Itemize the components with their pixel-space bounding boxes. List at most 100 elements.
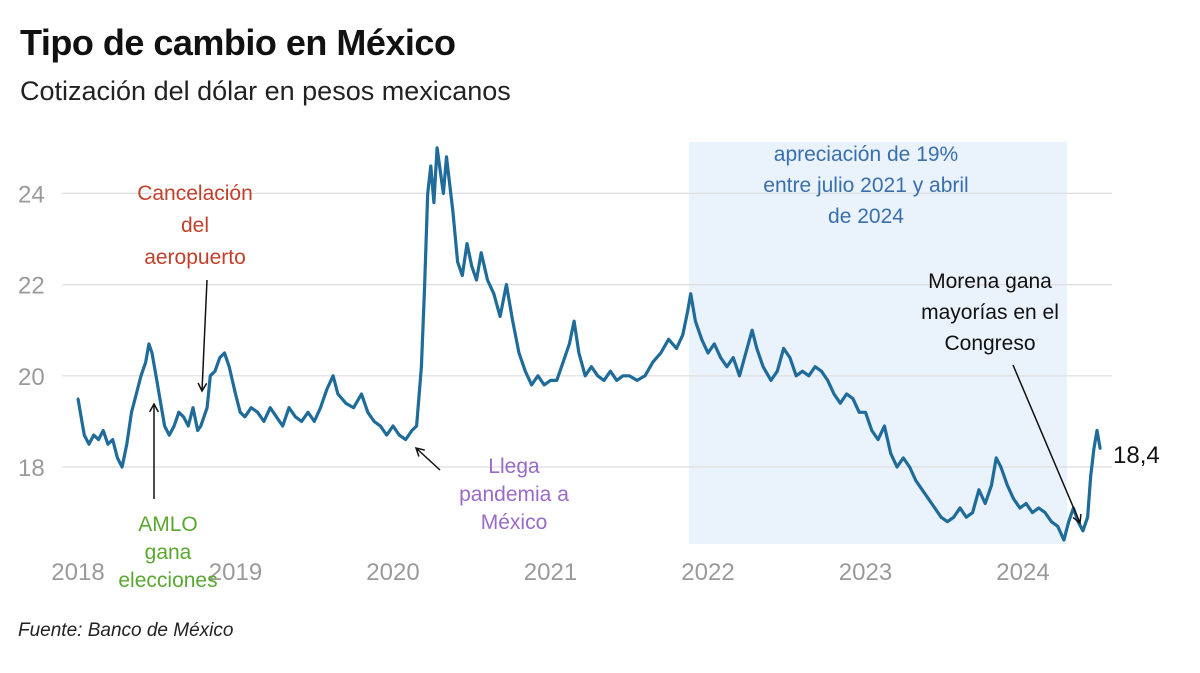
- data-point: [426, 192, 429, 195]
- annotation-pointer: [415, 447, 441, 471]
- data-point: [79, 415, 83, 418]
- data-point: [465, 242, 469, 245]
- series-line: [76, 146, 1102, 542]
- data-point: [155, 379, 158, 382]
- data-point: [1095, 429, 1099, 432]
- data-point: [681, 333, 684, 336]
- data-point: [826, 379, 829, 382]
- data-point: [218, 356, 221, 359]
- data-point: [769, 379, 773, 382]
- data-point: [807, 374, 810, 377]
- annotation-text: AMLO gana elecciones: [118, 513, 217, 592]
- data-point: [965, 516, 968, 519]
- data-point: [492, 292, 495, 295]
- data-point: [543, 383, 546, 387]
- data-point: [958, 506, 962, 510]
- data-point: [480, 251, 483, 254]
- chart-title: Tipo de cambio en México: [20, 22, 456, 63]
- x-tick-label: 2022: [681, 559, 734, 586]
- data-point: [1050, 520, 1053, 523]
- data-point: [319, 406, 322, 409]
- series-layer: [76, 146, 1102, 542]
- data-point: [555, 379, 558, 382]
- data-point: [549, 379, 552, 382]
- data-point: [782, 347, 785, 350]
- data-point: [511, 319, 514, 323]
- data-point: [410, 429, 414, 432]
- data-point: [788, 356, 792, 359]
- x-tick-label: 2021: [524, 559, 577, 586]
- data-point: [432, 201, 436, 204]
- data-point: [239, 411, 242, 414]
- data-point: [832, 392, 836, 396]
- data-point: [144, 360, 147, 364]
- annotation-text: Cancelación del aeropuerto: [137, 182, 253, 269]
- data-point: [300, 420, 303, 423]
- data-point: [990, 484, 993, 487]
- annotation-pointer: [201, 279, 208, 392]
- data-point: [158, 397, 162, 400]
- data-point: [1012, 497, 1015, 501]
- y-tick-label: 22: [18, 273, 45, 300]
- data-point: [1081, 529, 1085, 532]
- data-point: [234, 392, 237, 396]
- data-point: [352, 406, 355, 409]
- data-point: [106, 443, 110, 446]
- data-point: [984, 502, 987, 505]
- data-point: [845, 392, 848, 396]
- x-tick-label: 2023: [839, 559, 892, 586]
- data-point: [725, 365, 729, 368]
- data-point: [1024, 502, 1028, 505]
- data-point: [667, 338, 670, 341]
- data-point: [445, 155, 448, 159]
- data-point: [628, 374, 631, 377]
- data-point: [596, 374, 599, 377]
- data-point: [420, 365, 423, 368]
- data-point: [713, 342, 716, 346]
- data-point: [228, 365, 231, 368]
- data-point: [914, 479, 918, 482]
- data-point: [889, 452, 892, 455]
- data-point: [643, 374, 647, 377]
- data-point: [946, 520, 949, 523]
- data-point: [385, 433, 388, 437]
- annotation-text: apreciación de 19% entre julio 2021 y abr…: [763, 143, 968, 228]
- data-point: [139, 374, 143, 377]
- annotations-layer: Cancelación del aeropuerto AMLO gana eleccion…: [118, 143, 1082, 592]
- data-point: [706, 351, 710, 355]
- data-point: [517, 351, 521, 355]
- data-point: [344, 402, 347, 405]
- data-point: [995, 456, 998, 460]
- data-point: [168, 433, 171, 437]
- data-point: [719, 356, 722, 359]
- data-point: [498, 315, 502, 318]
- y-tick-label: 20: [18, 364, 45, 391]
- annotation-pointer: [1012, 364, 1081, 524]
- data-point: [572, 319, 576, 323]
- data-point: [182, 415, 185, 418]
- data-point: [391, 424, 395, 428]
- y-tick-label: 24: [18, 181, 45, 208]
- data-point: [262, 420, 266, 423]
- data-point: [1006, 484, 1009, 487]
- data-point: [223, 351, 226, 355]
- data-point: [366, 411, 369, 414]
- data-point: [172, 424, 176, 428]
- data-point: [442, 192, 445, 195]
- data-point: [243, 415, 247, 418]
- data-point: [615, 379, 618, 382]
- data-point: [439, 169, 442, 172]
- data-point: [199, 424, 202, 428]
- data-point: [294, 415, 297, 418]
- data-point: [1037, 506, 1040, 510]
- data-point: [250, 406, 253, 409]
- data-point: [744, 351, 747, 355]
- data-point: [191, 406, 195, 409]
- data-point: [1031, 511, 1034, 514]
- data-point: [839, 402, 842, 405]
- data-point: [689, 292, 692, 295]
- data-point: [205, 406, 209, 409]
- data-point: [1067, 520, 1070, 523]
- data-point: [883, 424, 886, 428]
- data-point: [275, 415, 278, 418]
